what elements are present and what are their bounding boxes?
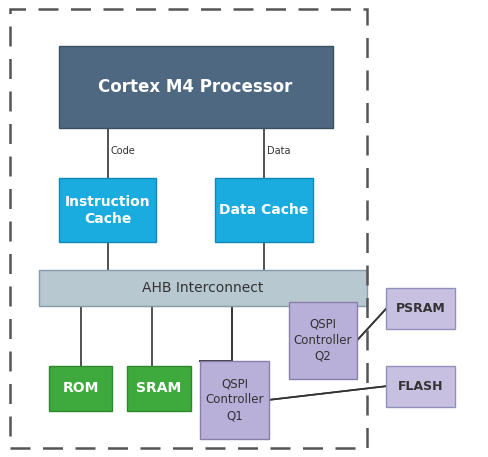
FancyBboxPatch shape bbox=[288, 302, 356, 379]
Text: QSPI
Controller
Q1: QSPI Controller Q1 bbox=[205, 377, 264, 422]
Text: ROM: ROM bbox=[62, 382, 99, 395]
Text: QSPI
Controller
Q2: QSPI Controller Q2 bbox=[293, 318, 351, 363]
Text: SRAM: SRAM bbox=[136, 382, 181, 395]
FancyBboxPatch shape bbox=[127, 366, 190, 411]
FancyBboxPatch shape bbox=[59, 178, 156, 242]
Text: Code: Code bbox=[110, 146, 135, 156]
FancyBboxPatch shape bbox=[39, 270, 366, 306]
Text: Instruction
Cache: Instruction Cache bbox=[64, 195, 150, 226]
FancyBboxPatch shape bbox=[386, 288, 454, 329]
FancyBboxPatch shape bbox=[59, 46, 332, 128]
FancyBboxPatch shape bbox=[49, 366, 112, 411]
Text: Data Cache: Data Cache bbox=[219, 203, 308, 217]
FancyBboxPatch shape bbox=[200, 361, 268, 439]
Text: Data: Data bbox=[266, 146, 289, 156]
FancyBboxPatch shape bbox=[215, 178, 312, 242]
Text: Cortex M4 Processor: Cortex M4 Processor bbox=[98, 78, 292, 96]
FancyBboxPatch shape bbox=[386, 366, 454, 407]
Text: PSRAM: PSRAM bbox=[395, 302, 445, 315]
Text: FLASH: FLASH bbox=[397, 380, 443, 393]
Text: AHB Interconnect: AHB Interconnect bbox=[142, 281, 263, 295]
